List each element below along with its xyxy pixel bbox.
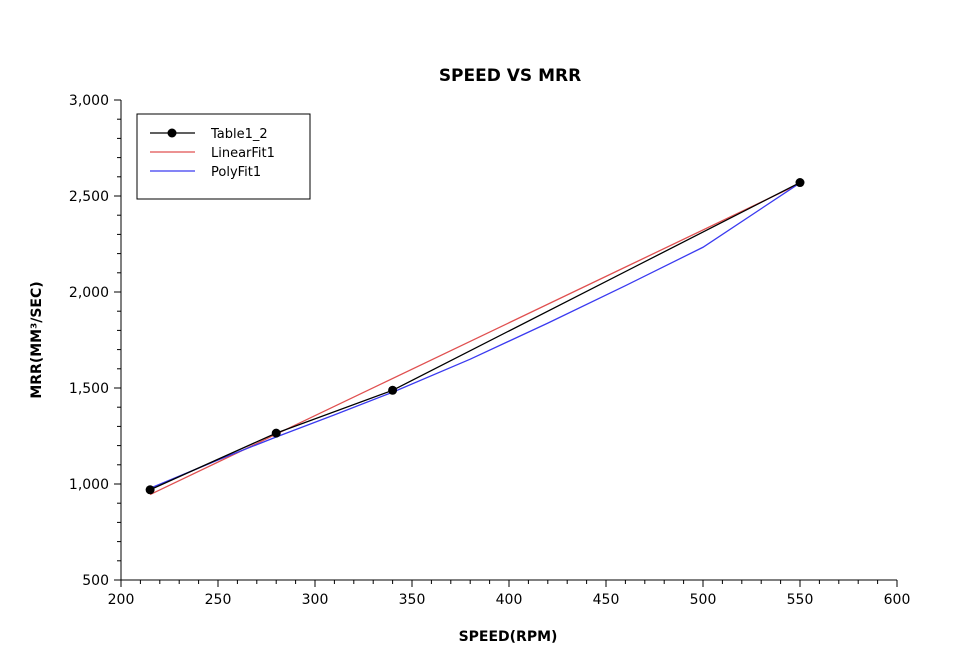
plot-series (145, 178, 805, 496)
y-tick-label: 1,000 (69, 477, 109, 493)
legend-marker (167, 128, 177, 138)
x-tick-label: 450 (593, 592, 620, 608)
y-tick-label: 500 (82, 573, 109, 589)
y-tick-label: 2,000 (69, 285, 109, 301)
x-tick-label: 600 (884, 592, 911, 608)
x-tick-label: 300 (302, 592, 329, 608)
x-ticks: 200 250 300 350 400 450 500 550 600 (108, 580, 911, 608)
y-tick-label: 1,500 (69, 381, 109, 397)
x-tick-label: 350 (399, 592, 426, 608)
axes: 200 250 300 350 400 450 500 550 600 500 1,000 1,50… (69, 93, 910, 608)
series-line-table1-2 (149, 181, 801, 491)
x-tick-label: 550 (787, 592, 814, 608)
x-tick-label: 500 (690, 592, 717, 608)
data-point (271, 428, 281, 438)
legend-label-table1-2: Table1_2 (210, 127, 268, 142)
chart-title: SPEED VS MRR (439, 66, 581, 86)
data-point (388, 385, 398, 395)
y-axis-label: MRR(MM³/SEC) (29, 281, 45, 398)
y-tick-label: 2,500 (69, 189, 109, 205)
series-line-linearfit1 (149, 182, 801, 496)
x-tick-label: 400 (496, 592, 523, 608)
legend-label-linearfit1: LinearFit1 (211, 146, 275, 161)
x-axis-label: SPEED(RPM) (459, 629, 558, 645)
y-ticks: 500 1,000 1,500 2,000 2,500 3,000 (69, 93, 121, 589)
x-tick-label: 250 (205, 592, 232, 608)
x-tick-label: 200 (108, 592, 135, 608)
data-point (795, 178, 805, 188)
series-line-polyfit1 (149, 182, 801, 489)
y-tick-label: 3,000 (69, 93, 109, 109)
legend-box (136, 113, 311, 200)
legend-label-polyfit1: PolyFit1 (211, 165, 261, 180)
data-point (145, 485, 155, 495)
legend-items: Table1_2 LinearFit1 PolyFit1 (150, 127, 275, 180)
legend: Table1_2 LinearFit1 PolyFit1 (136, 113, 311, 200)
